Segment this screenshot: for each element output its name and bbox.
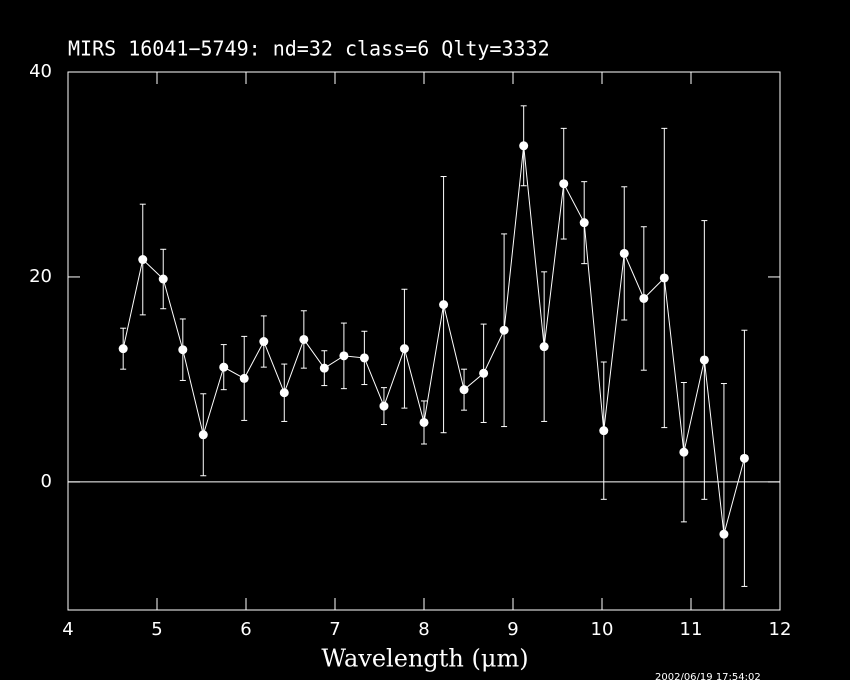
data-point [399, 344, 409, 354]
data-point [279, 388, 289, 398]
data-point [178, 345, 188, 355]
data-point [299, 334, 309, 344]
data-point [579, 218, 589, 228]
x-tick-label: 5 [151, 619, 162, 640]
data-point [118, 344, 128, 354]
data-point [359, 353, 369, 363]
x-tick-label: 8 [418, 619, 429, 640]
plot-frame [67, 71, 781, 611]
data-line [122, 145, 745, 535]
data-point [379, 401, 389, 411]
data-point [459, 385, 469, 395]
data-point [319, 363, 329, 373]
data-point [259, 337, 269, 347]
plot-area [118, 105, 749, 610]
x-tick-label: 11 [680, 619, 703, 640]
chart-title: MIRS 16041−5749: nd=32 class=6 Qlty=3332 [68, 37, 550, 61]
x-tick-label: 9 [507, 619, 518, 640]
x-tick-label: 12 [769, 619, 792, 640]
y-tick-label: 40 [29, 61, 52, 82]
data-point [239, 373, 249, 383]
data-point [539, 342, 549, 352]
y-tick-label: 20 [29, 266, 52, 287]
data-point [619, 248, 629, 258]
data-point [439, 300, 449, 310]
data-point [158, 274, 168, 284]
data-point [699, 355, 709, 365]
x-tick-label: 10 [591, 619, 614, 640]
data-point [659, 273, 669, 283]
x-tick-label: 6 [240, 619, 251, 640]
x-tick-label: 7 [329, 619, 340, 640]
data-point [138, 255, 148, 265]
data-point [519, 141, 529, 151]
data-point [739, 453, 749, 463]
data-point [479, 368, 489, 378]
data-point [219, 362, 229, 372]
x-axis-label: Wavelength (μm) [321, 645, 528, 673]
data-point [639, 293, 649, 303]
timestamp: 2002/06/19 17:54:02 [655, 672, 761, 680]
data-point [198, 430, 208, 440]
data-point [419, 417, 429, 427]
data-point [599, 426, 609, 436]
data-point [679, 447, 689, 457]
data-point [499, 325, 509, 335]
data-point [339, 351, 349, 361]
data-point [559, 179, 569, 189]
x-tick-label: 4 [62, 619, 73, 640]
y-tick-label: 0 [41, 471, 52, 492]
data-point [719, 529, 729, 539]
